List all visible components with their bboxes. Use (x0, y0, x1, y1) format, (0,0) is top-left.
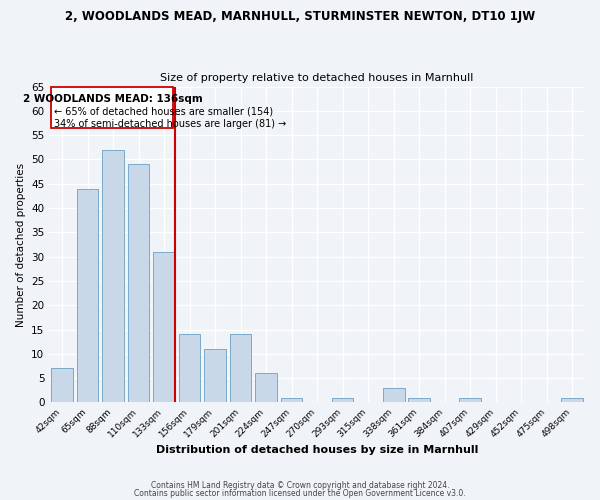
Text: 2, WOODLANDS MEAD, MARNHULL, STURMINSTER NEWTON, DT10 1JW: 2, WOODLANDS MEAD, MARNHULL, STURMINSTER… (65, 10, 535, 23)
Text: 2 WOODLANDS MEAD: 136sqm: 2 WOODLANDS MEAD: 136sqm (23, 94, 203, 104)
Bar (383, 388, 404, 402)
Text: Contains public sector information licensed under the Open Government Licence v3: Contains public sector information licen… (134, 488, 466, 498)
FancyBboxPatch shape (51, 86, 173, 128)
Bar (332, 398, 353, 402)
Text: Contains HM Land Registry data © Crown copyright and database right 2024.: Contains HM Land Registry data © Crown c… (151, 481, 449, 490)
Bar (281, 398, 302, 402)
X-axis label: Distribution of detached houses by size in Marnhull: Distribution of detached houses by size … (156, 445, 478, 455)
Y-axis label: Number of detached properties: Number of detached properties (16, 162, 26, 326)
Title: Size of property relative to detached houses in Marnhull: Size of property relative to detached ho… (160, 73, 474, 83)
Bar (102, 150, 124, 402)
Bar (179, 334, 200, 402)
Bar (460, 398, 481, 402)
Bar (51, 368, 73, 402)
Bar (204, 349, 226, 403)
Bar (230, 334, 251, 402)
Bar (562, 398, 583, 402)
Bar (255, 374, 277, 402)
Bar (153, 252, 175, 402)
Bar (409, 398, 430, 402)
Text: ← 65% of detached houses are smaller (154): ← 65% of detached houses are smaller (15… (53, 107, 273, 117)
Text: 34% of semi-detached houses are larger (81) →: 34% of semi-detached houses are larger (… (53, 120, 286, 130)
Bar (128, 164, 149, 402)
Bar (77, 188, 98, 402)
